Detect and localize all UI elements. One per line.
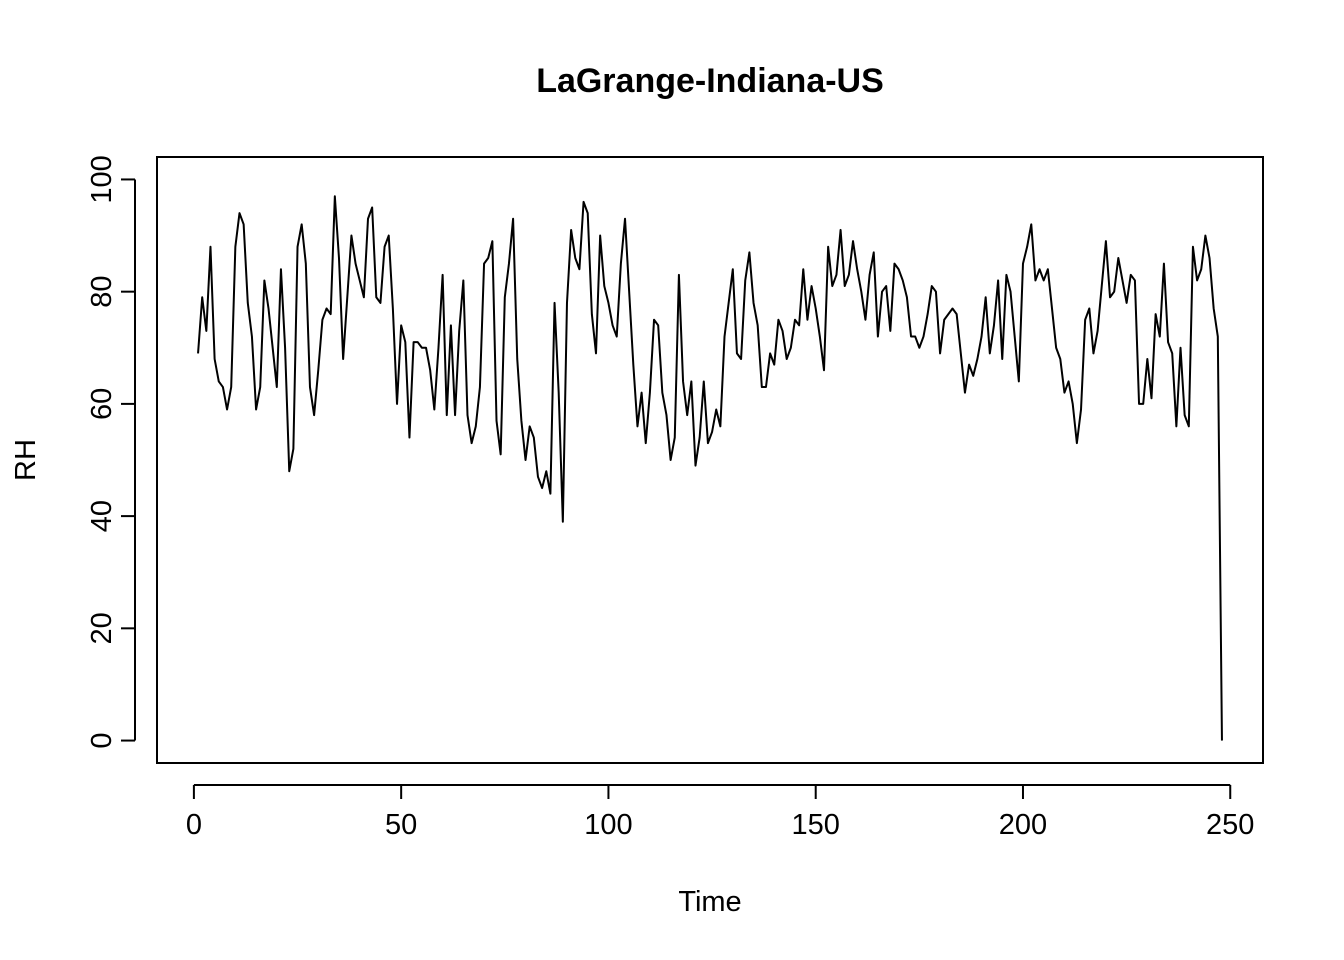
y-axis-label: RH — [10, 439, 42, 481]
x-tick-label: 100 — [584, 809, 632, 841]
plot-frame — [156, 156, 1264, 764]
x-tick-label: 200 — [999, 809, 1047, 841]
chart-title: LaGrange-Indiana-US — [536, 62, 884, 100]
x-tick-label: 250 — [1206, 809, 1254, 841]
y-tick-label: 60 — [86, 388, 118, 420]
rh-series-line — [197, 195, 1223, 741]
y-tick-label: 100 — [86, 155, 118, 203]
x-axis-label: Time — [678, 886, 741, 918]
x-tick-label: 150 — [792, 809, 840, 841]
y-tick-label: 0 — [86, 732, 118, 748]
y-tick-label: 80 — [86, 276, 118, 308]
x-tick-label: 50 — [385, 809, 417, 841]
y-tick-label: 40 — [86, 500, 118, 532]
x-tick-label: 0 — [186, 809, 202, 841]
y-axis: 0 20 40 60 80 100 — [86, 155, 136, 749]
x-axis: 0 50 100 150 200 250 — [186, 784, 1254, 841]
y-tick-label: 20 — [86, 612, 118, 644]
